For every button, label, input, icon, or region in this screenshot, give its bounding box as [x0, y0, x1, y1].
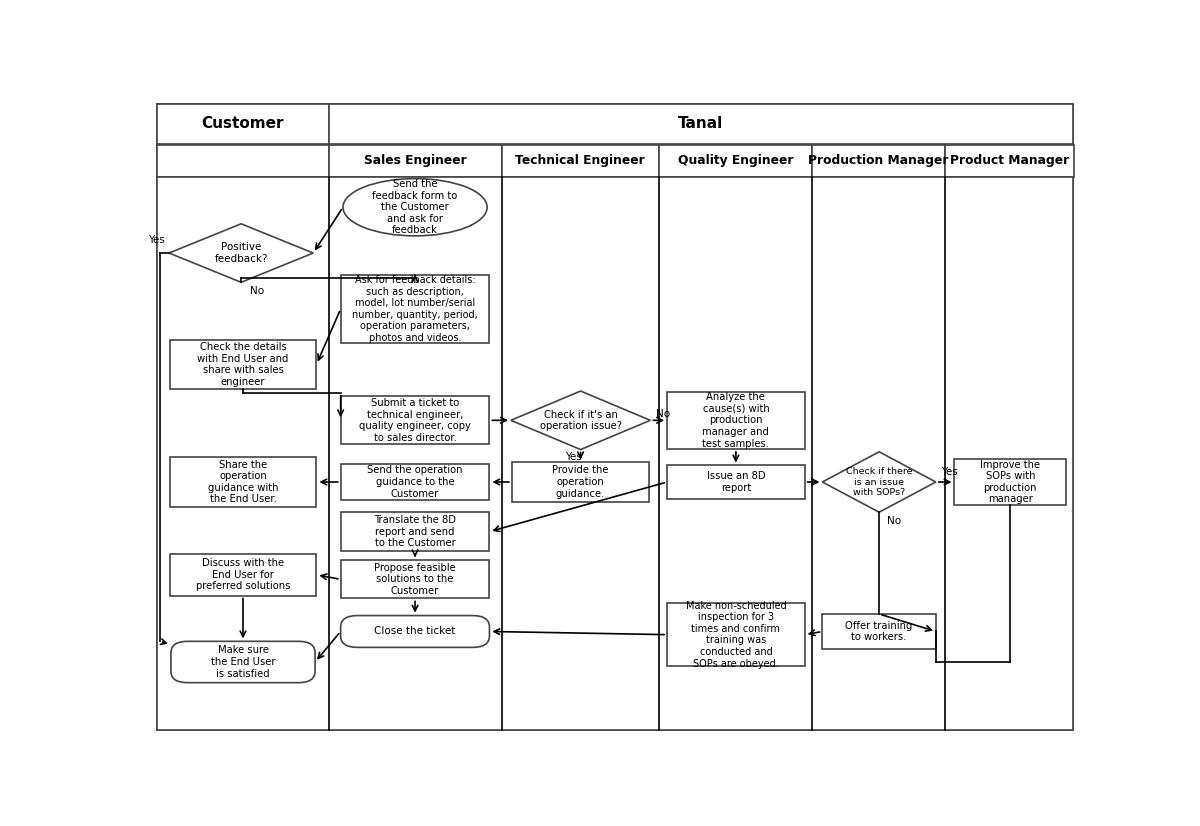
Ellipse shape — [343, 178, 487, 236]
FancyBboxPatch shape — [812, 145, 946, 177]
Text: Improve the
SOPs with
production
manager: Improve the SOPs with production manager — [980, 459, 1040, 505]
FancyBboxPatch shape — [667, 604, 805, 666]
FancyBboxPatch shape — [341, 396, 490, 444]
Text: Propose feasible
solutions to the
Customer: Propose feasible solutions to the Custom… — [374, 563, 456, 596]
Text: Check if there
is an issue
with SOPs?: Check if there is an issue with SOPs? — [846, 468, 912, 497]
FancyBboxPatch shape — [502, 145, 659, 177]
Text: Tanal: Tanal — [678, 116, 724, 131]
Text: Product Manager: Product Manager — [950, 154, 1069, 168]
FancyBboxPatch shape — [329, 104, 1073, 144]
FancyBboxPatch shape — [157, 104, 329, 144]
Text: Send the operation
guidance to the
Customer: Send the operation guidance to the Custo… — [367, 465, 463, 499]
FancyBboxPatch shape — [667, 392, 805, 449]
FancyBboxPatch shape — [946, 145, 1074, 177]
FancyBboxPatch shape — [157, 177, 1073, 730]
Text: Check the details
with End User and
share with sales
engineer: Check the details with End User and shar… — [197, 342, 289, 387]
FancyBboxPatch shape — [170, 641, 316, 682]
FancyBboxPatch shape — [659, 145, 812, 177]
Text: Production Manager: Production Manager — [809, 154, 949, 168]
Text: No: No — [887, 516, 901, 526]
Text: Share the
operation
guidance with
the End User.: Share the operation guidance with the En… — [208, 459, 278, 505]
Text: Send the
feedback form to
the Customer
and ask for
feedback: Send the feedback form to the Customer a… — [372, 179, 457, 235]
FancyBboxPatch shape — [169, 554, 317, 596]
Text: Customer: Customer — [202, 116, 284, 131]
Text: Offer training
to workers.: Offer training to workers. — [846, 620, 913, 643]
FancyBboxPatch shape — [341, 512, 490, 551]
Text: Yes: Yes — [148, 235, 164, 245]
FancyBboxPatch shape — [341, 615, 490, 648]
Text: Discuss with the
End User for
preferred solutions: Discuss with the End User for preferred … — [196, 558, 290, 591]
Text: Provide the
operation
guidance.: Provide the operation guidance. — [552, 465, 608, 499]
FancyBboxPatch shape — [169, 339, 317, 389]
Text: Positive
feedback?: Positive feedback? — [215, 242, 268, 263]
Text: No: No — [656, 409, 670, 419]
FancyBboxPatch shape — [341, 560, 490, 598]
Text: Translate the 8D
report and send
to the Customer: Translate the 8D report and send to the … — [374, 515, 456, 548]
Polygon shape — [169, 224, 313, 282]
Polygon shape — [511, 391, 650, 449]
Text: Check if it's an
operation issue?: Check if it's an operation issue? — [540, 410, 622, 431]
Text: Technical Engineer: Technical Engineer — [515, 154, 646, 168]
Text: Sales Engineer: Sales Engineer — [364, 154, 467, 168]
Text: Issue an 8D
report: Issue an 8D report — [707, 471, 766, 493]
Text: No: No — [251, 286, 264, 296]
Text: Close the ticket: Close the ticket — [374, 626, 456, 637]
Text: Quality Engineer: Quality Engineer — [678, 154, 793, 168]
Polygon shape — [822, 452, 936, 512]
Text: Yes: Yes — [565, 452, 582, 463]
FancyBboxPatch shape — [157, 104, 1073, 730]
Text: Analyze the
cause(s) with
production
manager and
test samples.: Analyze the cause(s) with production man… — [702, 392, 769, 449]
FancyBboxPatch shape — [341, 275, 490, 344]
Text: Submit a ticket to
technical engineer,
quality engineer, copy
to sales director.: Submit a ticket to technical engineer, q… — [359, 398, 470, 443]
FancyBboxPatch shape — [954, 459, 1066, 505]
FancyBboxPatch shape — [511, 463, 649, 501]
FancyBboxPatch shape — [341, 463, 490, 501]
FancyBboxPatch shape — [157, 145, 329, 177]
FancyBboxPatch shape — [169, 458, 317, 507]
Text: Yes: Yes — [942, 468, 958, 477]
Text: Make sure
the End User
is satisfied: Make sure the End User is satisfied — [211, 645, 275, 679]
Text: Make non-scheduled
inspection for 3
times and confirm
training was
conducted and: Make non-scheduled inspection for 3 time… — [685, 601, 786, 669]
FancyBboxPatch shape — [822, 614, 936, 649]
FancyBboxPatch shape — [667, 466, 805, 499]
Text: Ask for feedback details:
such as description,
model, lot number/serial
number, : Ask for feedback details: such as descri… — [352, 275, 478, 343]
FancyBboxPatch shape — [329, 145, 502, 177]
